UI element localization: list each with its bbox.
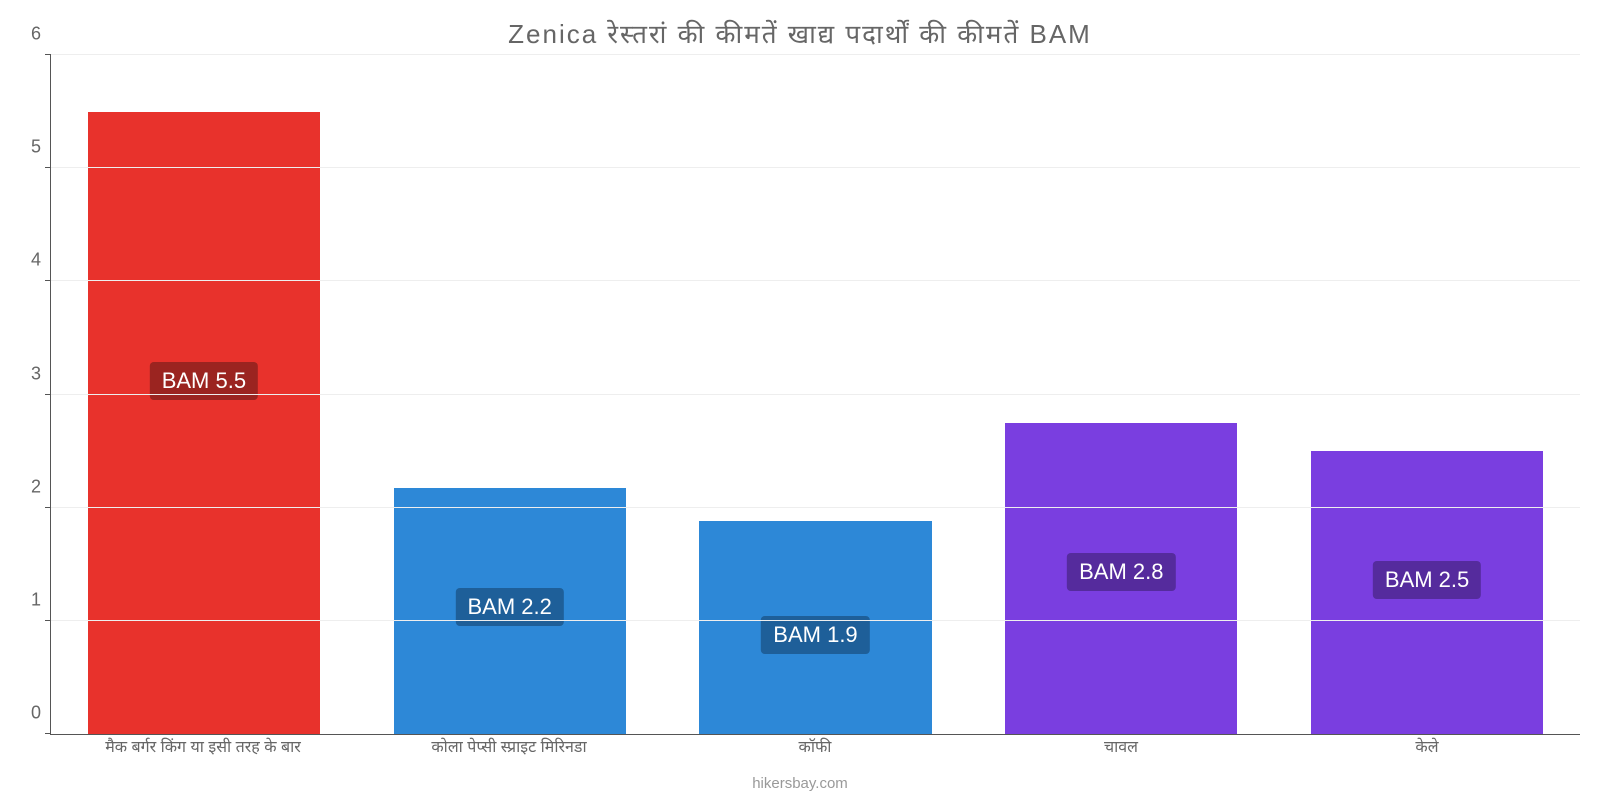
y-tick-mark xyxy=(45,280,51,281)
x-axis-labels: मैक बर्गर किंग या इसी तरह के बारकोला पेप… xyxy=(50,735,1580,757)
bar: BAM 5.5 xyxy=(88,112,320,734)
grid-line xyxy=(51,54,1580,55)
y-tick-mark xyxy=(45,167,51,168)
plot-area: BAM 5.5BAM 2.2BAM 1.9BAM 2.8BAM 2.5 0123… xyxy=(50,55,1580,735)
x-axis-label: कोला पेप्सी स्प्राइट मिरिनडा xyxy=(356,735,662,757)
y-tick-mark xyxy=(45,620,51,621)
bar-value-label: BAM 2.8 xyxy=(1067,553,1175,591)
y-tick-mark xyxy=(45,394,51,395)
bars-area: BAM 5.5 BAM 2.2 BAM 1.9 BAM 2.8 BAM 2.5 xyxy=(51,55,1580,734)
bar-slot: BAM 2.5 xyxy=(1274,55,1580,734)
price-bar-chart: Zenica रेस्तरां की कीमतें खाद्य पदार्थों… xyxy=(0,0,1600,800)
x-axis-label: केले xyxy=(1274,735,1580,757)
bar-slot: BAM 2.8 xyxy=(968,55,1274,734)
y-tick-label: 2 xyxy=(31,476,51,497)
grid-line xyxy=(51,394,1580,395)
y-tick-mark xyxy=(45,54,51,55)
grid-line xyxy=(51,507,1580,508)
y-tick-label: 3 xyxy=(31,363,51,384)
y-tick-label: 0 xyxy=(31,703,51,724)
y-tick-mark xyxy=(45,733,51,734)
y-tick-label: 5 xyxy=(31,137,51,158)
grid-line xyxy=(51,167,1580,168)
bar-value-label: BAM 1.9 xyxy=(761,616,869,654)
x-axis-label: चावल xyxy=(968,735,1274,757)
grid-line xyxy=(51,280,1580,281)
bar-slot: BAM 5.5 xyxy=(51,55,357,734)
x-axis-label: मैक बर्गर किंग या इसी तरह के बार xyxy=(50,735,356,757)
y-tick-mark xyxy=(45,507,51,508)
bar-slot: BAM 2.2 xyxy=(357,55,663,734)
y-tick-label: 6 xyxy=(31,24,51,45)
bar: BAM 1.9 xyxy=(699,521,931,734)
bar: BAM 2.8 xyxy=(1005,423,1237,734)
x-axis-label: कॉफी xyxy=(662,735,968,757)
grid-line xyxy=(51,620,1580,621)
bar: BAM 2.2 xyxy=(394,488,626,734)
bar-value-label: BAM 2.5 xyxy=(1373,561,1481,599)
bar-slot: BAM 1.9 xyxy=(663,55,969,734)
y-tick-label: 4 xyxy=(31,250,51,271)
chart-title: Zenica रेस्तरां की कीमतें खाद्य पदार्थों… xyxy=(0,0,1600,51)
bar: BAM 2.5 xyxy=(1311,451,1543,734)
chart-credit: hikersbay.com xyxy=(0,775,1600,792)
y-tick-label: 1 xyxy=(31,589,51,610)
